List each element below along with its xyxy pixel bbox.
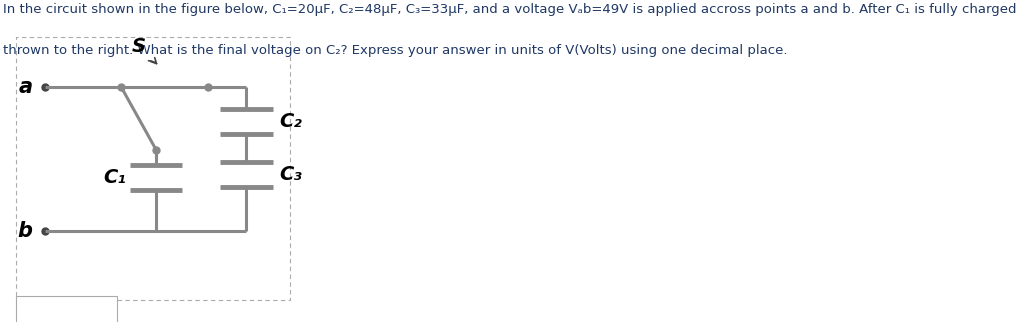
Bar: [16, 37, 290, 299]
Text: C₃: C₃: [279, 165, 303, 184]
Text: S: S: [132, 37, 145, 56]
Text: C₁: C₁: [104, 168, 126, 187]
Bar: [16, 297, 117, 322]
Text: C₂: C₂: [279, 112, 303, 131]
Text: b: b: [17, 221, 33, 241]
Text: thrown to the right. What is the final voltage on C₂? Express your answer in uni: thrown to the right. What is the final v…: [3, 44, 788, 57]
Text: In the circuit shown in the figure below, C₁=20μF, C₂=48μF, C₃=33μF, and a volta: In the circuit shown in the figure below…: [3, 3, 1016, 16]
Text: a: a: [18, 77, 33, 97]
